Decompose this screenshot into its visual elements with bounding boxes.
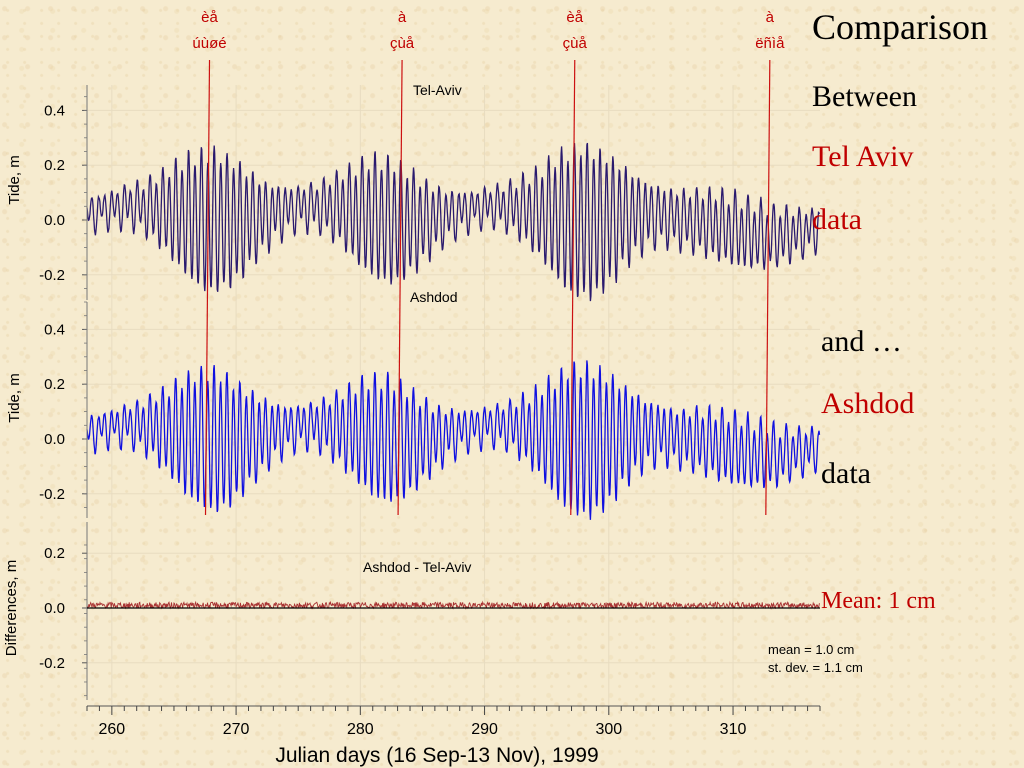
x-tick-label: 280 [347,721,374,738]
x-tick-label: 270 [223,721,250,738]
event-marker-label-top: à [766,9,775,26]
series-layer [86,142,821,610]
event-marker-line [765,59,771,516]
series-line-ashdod [86,360,821,520]
y-tick-label-ashdod: 0.2 [44,376,65,393]
side-text-data-1: data [812,203,862,236]
event-marker-label-bottom: çùå [563,35,588,52]
x-tick-label: 260 [98,721,125,738]
y-tick-label-tel-aviv: 0.0 [44,212,65,229]
side-text-mean: Mean: 1 cm [821,588,936,614]
grid-lines [87,85,820,705]
x-axis-label: Julian days (16 Sep-13 Nov), 1999 [275,744,598,767]
event-marker-line [570,59,576,516]
event-marker-label-top: èå [201,9,218,26]
side-text-data-2: data [821,457,871,490]
y-tick-label-tel-aviv: 0.2 [44,157,65,174]
event-marker-label-top: èå [566,9,583,26]
stats-mean: mean = 1.0 cm [768,642,855,657]
panel-title-tel-aviv: Tel-Aviv [413,82,462,98]
side-text-tel-aviv: Tel Aviv [812,140,914,173]
series-line-tel-aviv [86,142,821,302]
y-tick-label-difference: 0.0 [44,600,65,617]
axes-layer: 0.4 0.2 0.0 -0.2 0.4 0.2 0.0 -0.2 0.2 0.0 -0.2 260 2… [39,85,821,738]
y-axis-label-ashdod: Tide, m [6,373,23,422]
chart-text: Tel-Aviv Ashdod Ashdod - Tel-Aviv Tide, … [3,82,599,767]
y-tick-label-ashdod: -0.2 [39,486,65,503]
y-tick-label-ashdod: 0.0 [44,431,65,448]
y-tick-label-tel-aviv: 0.4 [44,102,65,119]
y-tick-label-tel-aviv: -0.2 [39,267,65,284]
x-tick-label: 290 [471,721,498,738]
side-text-between: Between [812,80,917,113]
event-marker-line [397,59,403,516]
x-tick-label: 310 [720,721,747,738]
y-axis-label-difference: Differences, m [3,560,20,656]
event-marker-line [204,59,211,516]
side-text-ashdod: Ashdod [821,387,915,420]
y-tick-label-ashdod: 0.4 [44,321,65,338]
event-marker-label-top: à [398,9,407,26]
series-line-difference [86,600,820,610]
side-title-comparison: Comparison [812,7,988,47]
y-tick-label-difference: -0.2 [39,655,65,672]
y-axis-label-tel-aviv: Tide, m [6,155,23,204]
panel-title-ashdod: Ashdod [410,289,457,305]
event-marker-label-bottom: úùøé [192,35,226,52]
event-markers: èå úùøé à çùå èå çùå à ëñìå [192,9,785,516]
x-tick-label: 300 [595,721,622,738]
panel-title-difference: Ashdod - Tel-Aviv [363,559,471,575]
y-tick-label-difference: 0.2 [44,545,65,562]
side-text-and: and … [821,325,902,358]
stats-std: st. dev. = 1.1 cm [768,660,863,675]
event-marker-label-bottom: çùå [390,35,415,52]
event-marker-label-bottom: ëñìå [755,35,785,52]
